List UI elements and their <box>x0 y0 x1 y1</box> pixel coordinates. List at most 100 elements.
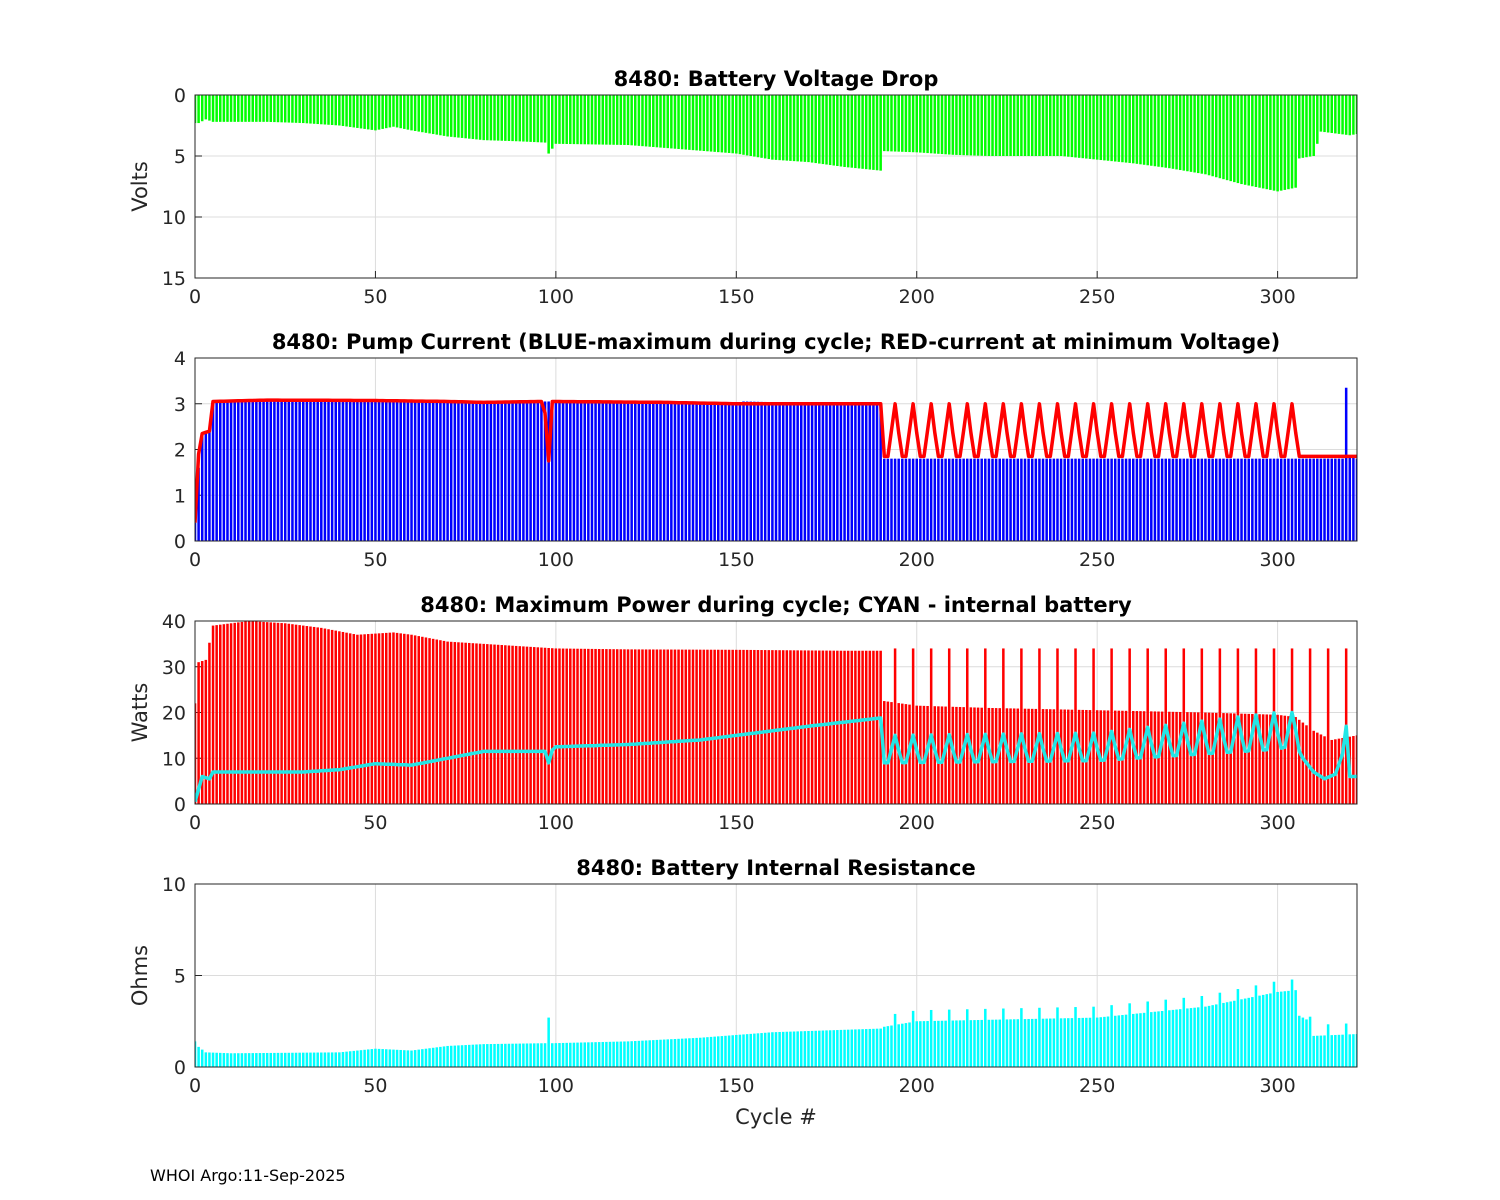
bar <box>702 403 706 541</box>
bar <box>195 703 197 804</box>
bar <box>457 1045 460 1067</box>
bar <box>1323 1035 1326 1067</box>
bar <box>1287 716 1290 804</box>
bar <box>966 648 969 804</box>
x-tick-label: 100 <box>538 812 574 834</box>
bar <box>1178 711 1182 804</box>
bar <box>695 1037 698 1067</box>
bar <box>767 95 771 160</box>
bar <box>1067 95 1070 157</box>
bar <box>1045 458 1048 541</box>
y-tick-label: 0 <box>174 794 186 816</box>
bar <box>1052 1018 1056 1067</box>
bar <box>338 401 341 541</box>
bar <box>522 401 525 541</box>
bar <box>641 95 644 147</box>
bar <box>258 621 262 804</box>
bar <box>908 95 911 153</box>
bar <box>421 401 424 541</box>
bar <box>1160 711 1164 804</box>
y-tick-label: 20 <box>162 703 186 725</box>
bar <box>572 648 576 804</box>
bar <box>435 95 439 135</box>
bar <box>449 95 453 137</box>
bar <box>1005 708 1009 804</box>
bar <box>251 1053 254 1067</box>
bar <box>1251 997 1254 1067</box>
bar <box>413 401 417 541</box>
bar <box>283 623 287 804</box>
bar <box>717 649 720 804</box>
bar <box>1269 993 1272 1067</box>
bar <box>309 401 312 541</box>
bar <box>569 648 572 804</box>
bar <box>1146 458 1149 541</box>
bar <box>973 1020 976 1067</box>
bar <box>1319 95 1323 132</box>
bar <box>994 95 998 156</box>
bar <box>478 643 482 804</box>
bar <box>1233 1000 1236 1067</box>
bar <box>1070 458 1074 541</box>
bar <box>504 401 507 541</box>
bar <box>742 95 745 155</box>
bar <box>1150 95 1153 166</box>
bar <box>525 401 529 541</box>
bar <box>731 649 734 804</box>
bar <box>1189 95 1193 172</box>
bar <box>1341 737 1344 804</box>
bar <box>969 707 973 804</box>
bar <box>1316 732 1319 804</box>
bar <box>940 458 944 541</box>
bar <box>211 95 215 122</box>
bar <box>1207 1005 1211 1067</box>
bar <box>403 1050 406 1067</box>
bar <box>767 402 771 541</box>
bar <box>738 402 742 541</box>
bar <box>536 95 540 143</box>
bar <box>547 95 550 154</box>
bar <box>626 402 630 541</box>
bar <box>1240 999 1243 1067</box>
bar <box>605 649 608 804</box>
bar <box>749 649 752 804</box>
bar <box>211 401 215 541</box>
bar <box>619 402 623 541</box>
bar <box>1344 1023 1348 1067</box>
x-tick-label: 250 <box>1079 1075 1115 1097</box>
y-tick-label: 10 <box>162 874 186 896</box>
panel-2: 0 50 100 150 200 250 300 0 1 2 3 4 8480: Pump Curren… <box>174 330 1358 571</box>
bar <box>966 95 969 156</box>
bar <box>211 1052 215 1067</box>
bar <box>1186 95 1189 172</box>
bar <box>677 1038 680 1067</box>
bar <box>1312 730 1315 804</box>
bar <box>966 458 969 541</box>
bar <box>1229 95 1232 182</box>
bar <box>785 650 789 804</box>
bar <box>226 1053 229 1067</box>
bar <box>356 95 359 128</box>
bar <box>832 403 835 541</box>
bar <box>753 1033 756 1067</box>
bar <box>724 1035 727 1067</box>
bar <box>233 1053 236 1067</box>
x-tick-label: 250 <box>1079 812 1115 834</box>
bar <box>522 1043 525 1067</box>
bar <box>244 1053 247 1067</box>
bar <box>457 642 460 804</box>
panel-title: 8480: Battery Internal Resistance <box>576 856 976 880</box>
bar <box>688 649 691 804</box>
bar <box>1323 736 1326 804</box>
bar <box>821 95 825 165</box>
series-1 <box>195 95 1357 192</box>
bar <box>1002 648 1005 804</box>
bar <box>1276 95 1279 192</box>
bar <box>536 1043 540 1067</box>
bar <box>341 1051 345 1067</box>
bar <box>608 1041 612 1067</box>
bar <box>514 95 518 142</box>
bar <box>348 633 352 804</box>
bar <box>958 1020 962 1067</box>
